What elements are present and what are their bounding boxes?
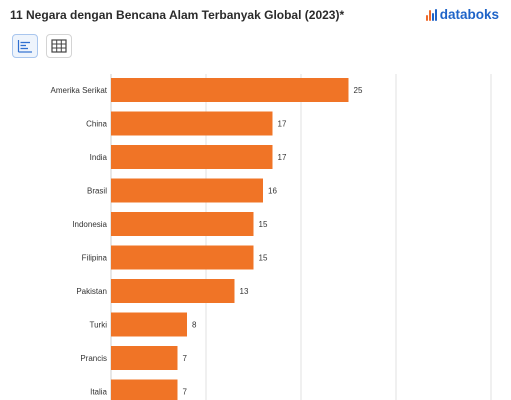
category-label: Pakistan bbox=[76, 287, 107, 296]
category-label: Filipina bbox=[82, 254, 108, 263]
category-label: Italia bbox=[90, 388, 107, 397]
data-label: 25 bbox=[354, 86, 363, 95]
category-label: Indonesia bbox=[72, 220, 107, 229]
data-label: 17 bbox=[278, 120, 287, 129]
data-label: 15 bbox=[259, 254, 268, 263]
data-label: 8 bbox=[192, 321, 197, 330]
databoks-logo-icon bbox=[425, 8, 437, 21]
category-label: China bbox=[86, 120, 107, 129]
category-label: Brasil bbox=[87, 187, 107, 196]
category-label: India bbox=[90, 153, 108, 162]
bar[interactable] bbox=[111, 111, 273, 136]
bar[interactable] bbox=[111, 346, 178, 370]
bar[interactable] bbox=[111, 78, 349, 102]
data-label: 16 bbox=[268, 187, 277, 196]
data-label: 7 bbox=[183, 388, 188, 397]
category-label: Prancis bbox=[80, 354, 107, 363]
table-icon bbox=[51, 39, 67, 53]
databoks-logo[interactable]: databoks bbox=[425, 7, 499, 22]
data-label: 17 bbox=[278, 153, 287, 162]
chart-view-button[interactable] bbox=[12, 34, 38, 58]
category-label: Amerika Serikat bbox=[51, 86, 108, 95]
view-toggle bbox=[12, 34, 72, 58]
table-view-button[interactable] bbox=[46, 34, 72, 58]
bar[interactable] bbox=[111, 279, 235, 303]
chart-title: 11 Negara dengan Bencana Alam Terbanyak … bbox=[10, 8, 345, 22]
data-label: 15 bbox=[259, 220, 268, 229]
data-label: 13 bbox=[240, 287, 249, 296]
data-label: 7 bbox=[183, 354, 188, 363]
bar[interactable] bbox=[111, 379, 178, 400]
bar-chart-icon bbox=[17, 40, 32, 53]
brand-name: databoks bbox=[439, 7, 499, 22]
bar[interactable] bbox=[111, 212, 254, 236]
bar[interactable] bbox=[111, 312, 187, 337]
category-label: Turki bbox=[90, 321, 108, 330]
bar[interactable] bbox=[111, 245, 254, 270]
bar[interactable] bbox=[111, 145, 273, 169]
bar[interactable] bbox=[111, 178, 263, 203]
